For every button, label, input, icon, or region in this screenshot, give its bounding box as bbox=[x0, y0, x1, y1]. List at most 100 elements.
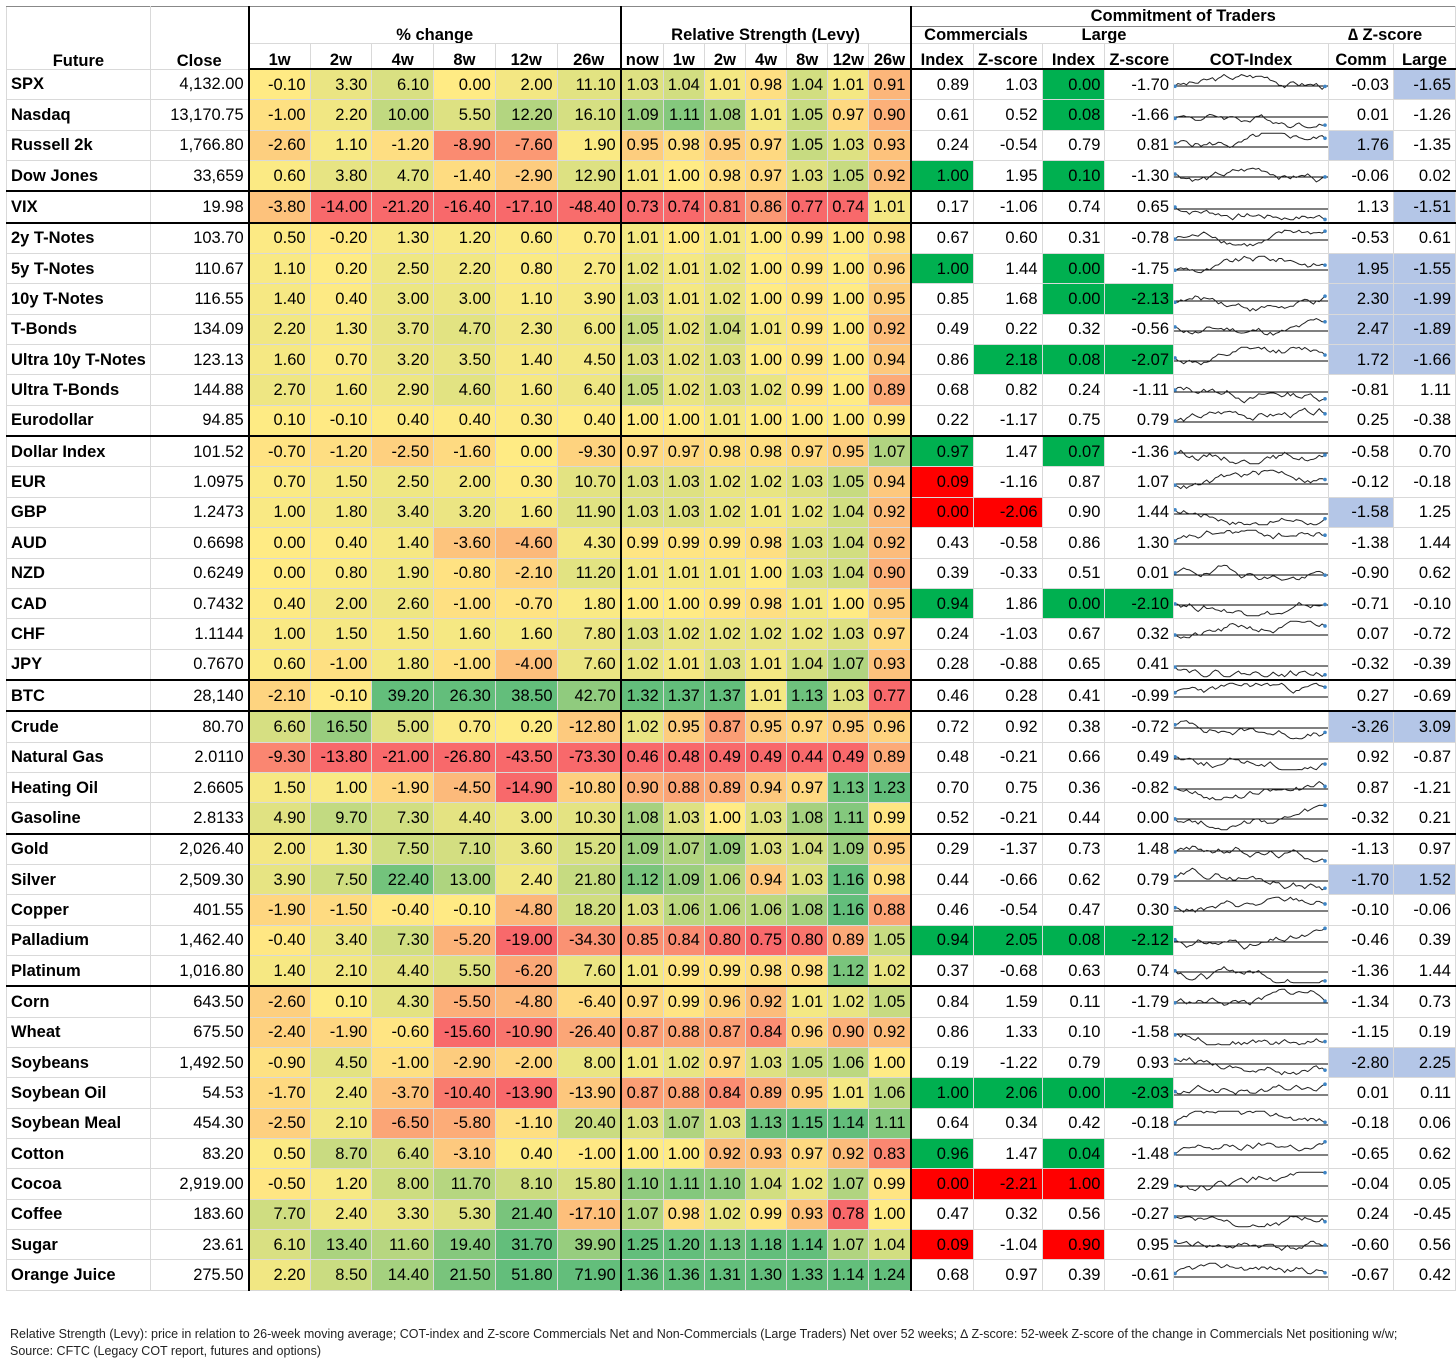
large-zscore: -0.78 bbox=[1104, 221, 1175, 255]
rs-1w: 1.03 bbox=[662, 802, 705, 835]
dz-large: -1.21 bbox=[1392, 771, 1456, 804]
rs-1w: 0.74 bbox=[662, 190, 705, 224]
dz-comm: -1.36 bbox=[1328, 954, 1394, 987]
rs-1w: 1.00 bbox=[662, 160, 705, 192]
rs-8w: 1.02 bbox=[786, 1168, 829, 1200]
rs-12w: 0.95 bbox=[827, 710, 870, 743]
pct-change-4w: 2.60 bbox=[371, 587, 435, 620]
dz-large: 2.25 bbox=[1392, 1046, 1456, 1079]
dz-comm: -0.18 bbox=[1328, 1107, 1394, 1140]
pct-change-12w: 3.00 bbox=[494, 802, 558, 835]
pct-change-12w: -6.20 bbox=[494, 954, 558, 987]
large-index: 0.73 bbox=[1041, 832, 1106, 865]
pct-change-1w: -0.90 bbox=[248, 1046, 311, 1079]
pct-change-8w: -1.40 bbox=[433, 160, 496, 192]
large-zscore: 0.74 bbox=[1104, 954, 1175, 987]
rs-now: 1.03 bbox=[620, 344, 664, 376]
rs-26w: 0.98 bbox=[868, 863, 912, 896]
rs-4w: 1.01 bbox=[744, 648, 788, 681]
comm-zscore: 1.59 bbox=[972, 985, 1043, 1018]
rs-2w: 1.01 bbox=[703, 404, 747, 437]
large-zscore: -1.66 bbox=[1104, 99, 1175, 131]
close-value: 101.52 bbox=[149, 435, 250, 468]
rs-2w: 1.01 bbox=[703, 221, 747, 255]
pct-change-8w: 3.20 bbox=[433, 496, 496, 529]
rs-8w: 0.97 bbox=[786, 771, 829, 804]
header-comm-index: Index bbox=[910, 43, 974, 70]
large-index: 0.08 bbox=[1041, 924, 1106, 956]
comm-index: 0.24 bbox=[910, 129, 974, 162]
rs-2w: 1.02 bbox=[703, 618, 747, 650]
rs-26w: 0.94 bbox=[868, 344, 912, 376]
rs-8w: 1.13 bbox=[786, 678, 829, 712]
table-row: VIX 19.98 -3.80 -14.00 -21.20 -16.40 -17.10 -48… bbox=[6, 190, 1456, 224]
comm-index: 0.86 bbox=[910, 1016, 974, 1049]
pct-change-8w: 4.40 bbox=[433, 802, 496, 835]
large-index: 0.08 bbox=[1041, 344, 1106, 376]
rs-now: 0.73 bbox=[620, 190, 664, 224]
pct-change-12w: -7.60 bbox=[494, 129, 558, 162]
pct-change-4w: 1.50 bbox=[371, 618, 435, 650]
rs-1w: 1.03 bbox=[662, 466, 705, 498]
pct-change-26w: -73.30 bbox=[556, 741, 622, 773]
dz-large: 1.25 bbox=[1392, 496, 1456, 529]
future-name: EUR bbox=[6, 466, 151, 498]
large-zscore: -0.18 bbox=[1104, 1107, 1175, 1140]
table-row: Ultra 10y T-Notes 123.13 1.60 0.70 3.20 3.50 1… bbox=[6, 344, 1456, 376]
rs-1w: 1.02 bbox=[662, 313, 705, 346]
cot-index-sparkline bbox=[1173, 99, 1330, 131]
comm-index: 0.17 bbox=[910, 190, 974, 224]
pct-change-1w: 1.40 bbox=[248, 283, 311, 315]
rs-12w: 1.05 bbox=[827, 160, 870, 192]
rs-12w: 1.00 bbox=[827, 283, 870, 315]
rs-now: 1.01 bbox=[620, 1046, 664, 1079]
comm-zscore: 0.34 bbox=[972, 1107, 1043, 1140]
pct-change-8w: 13.00 bbox=[433, 863, 496, 896]
pct-change-4w: 14.40 bbox=[371, 1259, 435, 1291]
rs-26w: 0.94 bbox=[868, 466, 912, 498]
pct-change-2w: 9.70 bbox=[309, 802, 373, 835]
pct-change-2w: 0.10 bbox=[309, 985, 373, 1018]
pct-change-4w: 6.10 bbox=[371, 68, 435, 101]
rs-8w: 0.99 bbox=[786, 253, 829, 285]
rs-8w: 0.99 bbox=[786, 221, 829, 255]
pct-change-8w: -26.80 bbox=[433, 741, 496, 773]
large-index: 0.11 bbox=[1041, 985, 1106, 1018]
pct-change-12w: 0.40 bbox=[494, 1138, 558, 1170]
table-row: Crude 80.70 6.60 16.50 5.00 0.70 0.20 -12.80 1.0… bbox=[6, 710, 1456, 743]
rs-12w: 1.04 bbox=[827, 496, 870, 529]
large-zscore: -0.72 bbox=[1104, 710, 1175, 743]
pct-change-1w: 0.70 bbox=[248, 466, 311, 498]
pct-change-26w: 12.90 bbox=[556, 160, 622, 192]
comm-index: 0.24 bbox=[910, 618, 974, 650]
comm-index: 0.96 bbox=[910, 1138, 974, 1170]
header-cot-index: COT-Index bbox=[1173, 43, 1330, 70]
pct-change-2w: 3.40 bbox=[309, 924, 373, 956]
header-pct-4w: 4w bbox=[371, 43, 435, 70]
header-cot-title: Commitment of Traders bbox=[911, 8, 1455, 27]
rs-8w: 1.01 bbox=[786, 587, 829, 620]
dz-large: -1.89 bbox=[1392, 313, 1456, 346]
rs-4w: 0.99 bbox=[744, 1198, 788, 1231]
pct-change-4w: 3.70 bbox=[371, 313, 435, 346]
cot-index-sparkline bbox=[1173, 832, 1330, 865]
close-value: 110.67 bbox=[149, 253, 250, 285]
rs-2w: 1.03 bbox=[703, 648, 747, 681]
pct-change-8w: -8.90 bbox=[433, 129, 496, 162]
rs-26w: 1.05 bbox=[868, 985, 912, 1018]
rs-now: 1.32 bbox=[620, 678, 664, 712]
rs-26w: 1.11 bbox=[868, 1107, 912, 1140]
cot-index-sparkline bbox=[1173, 1198, 1330, 1231]
comm-zscore: 1.47 bbox=[972, 435, 1043, 468]
pct-change-8w: -0.10 bbox=[433, 894, 496, 926]
rs-now: 0.87 bbox=[620, 1016, 664, 1049]
rs-4w: 0.49 bbox=[744, 741, 788, 773]
rs-12w: 1.13 bbox=[827, 771, 870, 804]
comm-zscore: -1.22 bbox=[972, 1046, 1043, 1079]
comm-index: 0.47 bbox=[910, 1198, 974, 1231]
rs-now: 1.03 bbox=[620, 68, 664, 101]
rs-now: 1.08 bbox=[620, 802, 664, 835]
rs-1w: 0.99 bbox=[662, 954, 705, 987]
dz-large: 1.52 bbox=[1392, 863, 1456, 896]
close-value: 28,140 bbox=[149, 678, 250, 712]
